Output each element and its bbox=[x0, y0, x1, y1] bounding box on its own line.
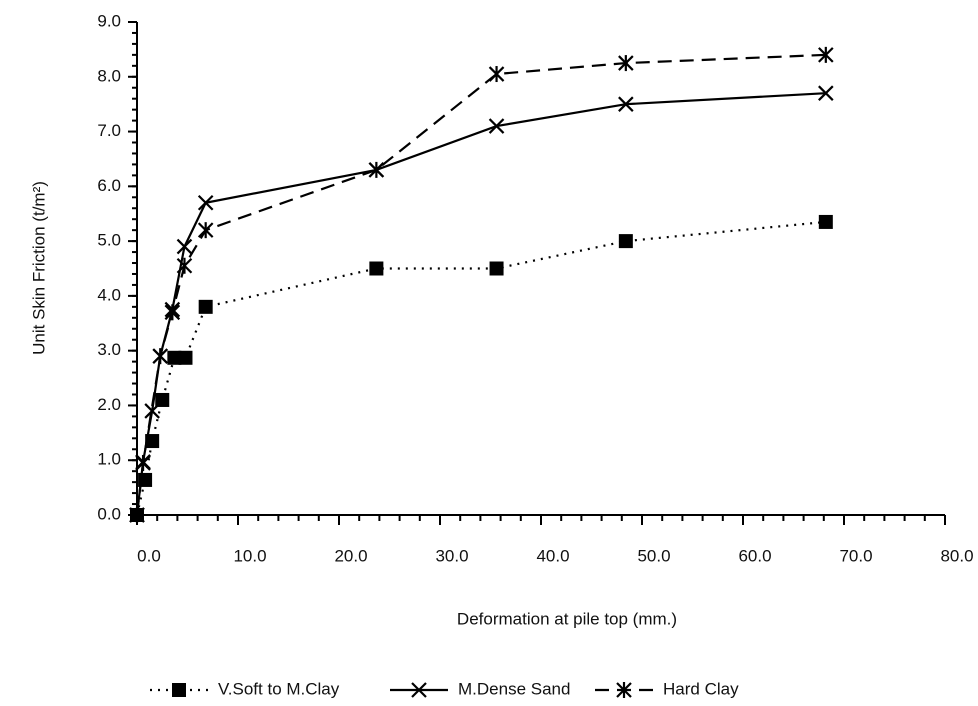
marker bbox=[176, 238, 193, 255]
y-tick-label: 1.0 bbox=[97, 450, 121, 469]
y-tick-label: 6.0 bbox=[97, 176, 121, 195]
legend-label: V.Soft to M.Clay bbox=[218, 679, 340, 698]
marker bbox=[488, 66, 505, 83]
y-tick-label: 9.0 bbox=[97, 11, 121, 30]
marker-part bbox=[411, 682, 427, 698]
x-tick-label: 30.0 bbox=[435, 546, 468, 565]
marker bbox=[488, 118, 505, 134]
marker-part bbox=[144, 403, 160, 419]
y-tick-label: 5.0 bbox=[97, 231, 121, 250]
series-line bbox=[135, 220, 826, 516]
marker bbox=[176, 257, 193, 274]
x-tick-label: 50.0 bbox=[637, 546, 670, 565]
marker bbox=[411, 682, 427, 698]
marker bbox=[178, 350, 193, 365]
y-axis-label: Unit Skin Friction (t/m²) bbox=[29, 181, 48, 355]
marker bbox=[489, 261, 504, 276]
y-tick-label: 3.0 bbox=[97, 340, 121, 359]
x-tick-label: 40.0 bbox=[536, 546, 569, 565]
marker bbox=[818, 85, 834, 101]
legend-label: M.Dense Sand bbox=[458, 679, 570, 698]
legend-label: Hard Clay bbox=[663, 679, 739, 698]
marker bbox=[135, 454, 151, 471]
marker bbox=[155, 392, 170, 407]
y-tick-label: 7.0 bbox=[97, 121, 121, 140]
marker bbox=[368, 161, 385, 178]
marker-part bbox=[176, 238, 193, 255]
marker bbox=[145, 434, 160, 449]
marker bbox=[197, 194, 214, 211]
y-tick-label: 8.0 bbox=[97, 66, 121, 85]
series-line bbox=[135, 53, 826, 516]
x-tick-label: 0.0 bbox=[137, 546, 161, 565]
y-tick-label: 4.0 bbox=[97, 285, 121, 304]
y-tick-label: 0.0 bbox=[97, 504, 121, 523]
marker bbox=[818, 46, 834, 63]
x-tick-label: 10.0 bbox=[233, 546, 266, 565]
marker bbox=[164, 304, 181, 321]
marker bbox=[618, 234, 633, 249]
x-tick-label: 20.0 bbox=[334, 546, 367, 565]
series-line bbox=[135, 92, 826, 516]
x-tick-label: 80.0 bbox=[940, 546, 973, 565]
marker bbox=[818, 214, 833, 229]
marker bbox=[129, 507, 145, 523]
marker bbox=[618, 55, 634, 72]
marker-part bbox=[197, 194, 214, 211]
marker bbox=[198, 299, 213, 314]
marker bbox=[197, 222, 214, 239]
marker bbox=[167, 350, 182, 365]
marker-part bbox=[488, 118, 505, 134]
marker-part bbox=[818, 85, 834, 101]
x-tick-label: 70.0 bbox=[839, 546, 872, 565]
marker bbox=[152, 348, 169, 365]
marker bbox=[172, 683, 186, 697]
marker bbox=[144, 403, 160, 419]
marker bbox=[616, 682, 632, 698]
x-axis-label: Deformation at pile top (mm.) bbox=[457, 609, 677, 628]
y-tick-label: 2.0 bbox=[97, 395, 121, 414]
marker-part bbox=[618, 96, 634, 112]
x-tick-label: 60.0 bbox=[738, 546, 771, 565]
marker bbox=[369, 261, 384, 276]
marker bbox=[618, 96, 634, 112]
